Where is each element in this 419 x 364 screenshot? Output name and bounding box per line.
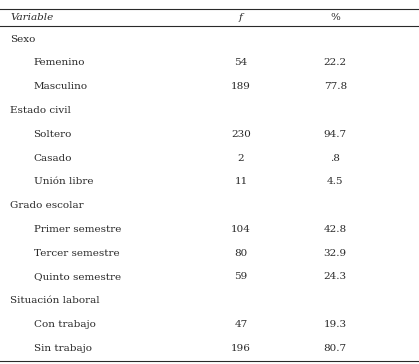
Text: Quinto semestre: Quinto semestre xyxy=(34,272,121,281)
Text: 4.5: 4.5 xyxy=(327,177,344,186)
Text: 104: 104 xyxy=(231,225,251,234)
Text: Casado: Casado xyxy=(34,154,72,162)
Text: Sexo: Sexo xyxy=(10,35,36,44)
Text: 80: 80 xyxy=(234,249,248,258)
Text: 11: 11 xyxy=(234,177,248,186)
Text: Femenino: Femenino xyxy=(34,59,85,67)
Text: f: f xyxy=(239,13,243,22)
Text: 230: 230 xyxy=(231,130,251,139)
Text: 32.9: 32.9 xyxy=(323,249,347,258)
Text: Estado civil: Estado civil xyxy=(10,106,71,115)
Text: 189: 189 xyxy=(231,82,251,91)
Text: Primer semestre: Primer semestre xyxy=(34,225,121,234)
Text: Variable: Variable xyxy=(10,13,54,22)
Text: 2: 2 xyxy=(238,154,244,162)
Text: 59: 59 xyxy=(234,272,248,281)
Text: Unión libre: Unión libre xyxy=(34,177,93,186)
Text: 47: 47 xyxy=(234,320,248,329)
Text: .8: .8 xyxy=(330,154,340,162)
Text: 196: 196 xyxy=(231,344,251,353)
Text: Sin trabajo: Sin trabajo xyxy=(34,344,91,353)
Text: 42.8: 42.8 xyxy=(323,225,347,234)
Text: 54: 54 xyxy=(234,59,248,67)
Text: Grado escolar: Grado escolar xyxy=(10,201,84,210)
Text: 94.7: 94.7 xyxy=(323,130,347,139)
Text: 77.8: 77.8 xyxy=(323,82,347,91)
Text: Situación laboral: Situación laboral xyxy=(10,296,100,305)
Text: %: % xyxy=(330,13,340,22)
Text: Soltero: Soltero xyxy=(34,130,72,139)
Text: Tercer semestre: Tercer semestre xyxy=(34,249,119,258)
Text: 22.2: 22.2 xyxy=(323,59,347,67)
Text: 80.7: 80.7 xyxy=(323,344,347,353)
Text: 19.3: 19.3 xyxy=(323,320,347,329)
Text: Con trabajo: Con trabajo xyxy=(34,320,96,329)
Text: Masculino: Masculino xyxy=(34,82,88,91)
Text: 24.3: 24.3 xyxy=(323,272,347,281)
